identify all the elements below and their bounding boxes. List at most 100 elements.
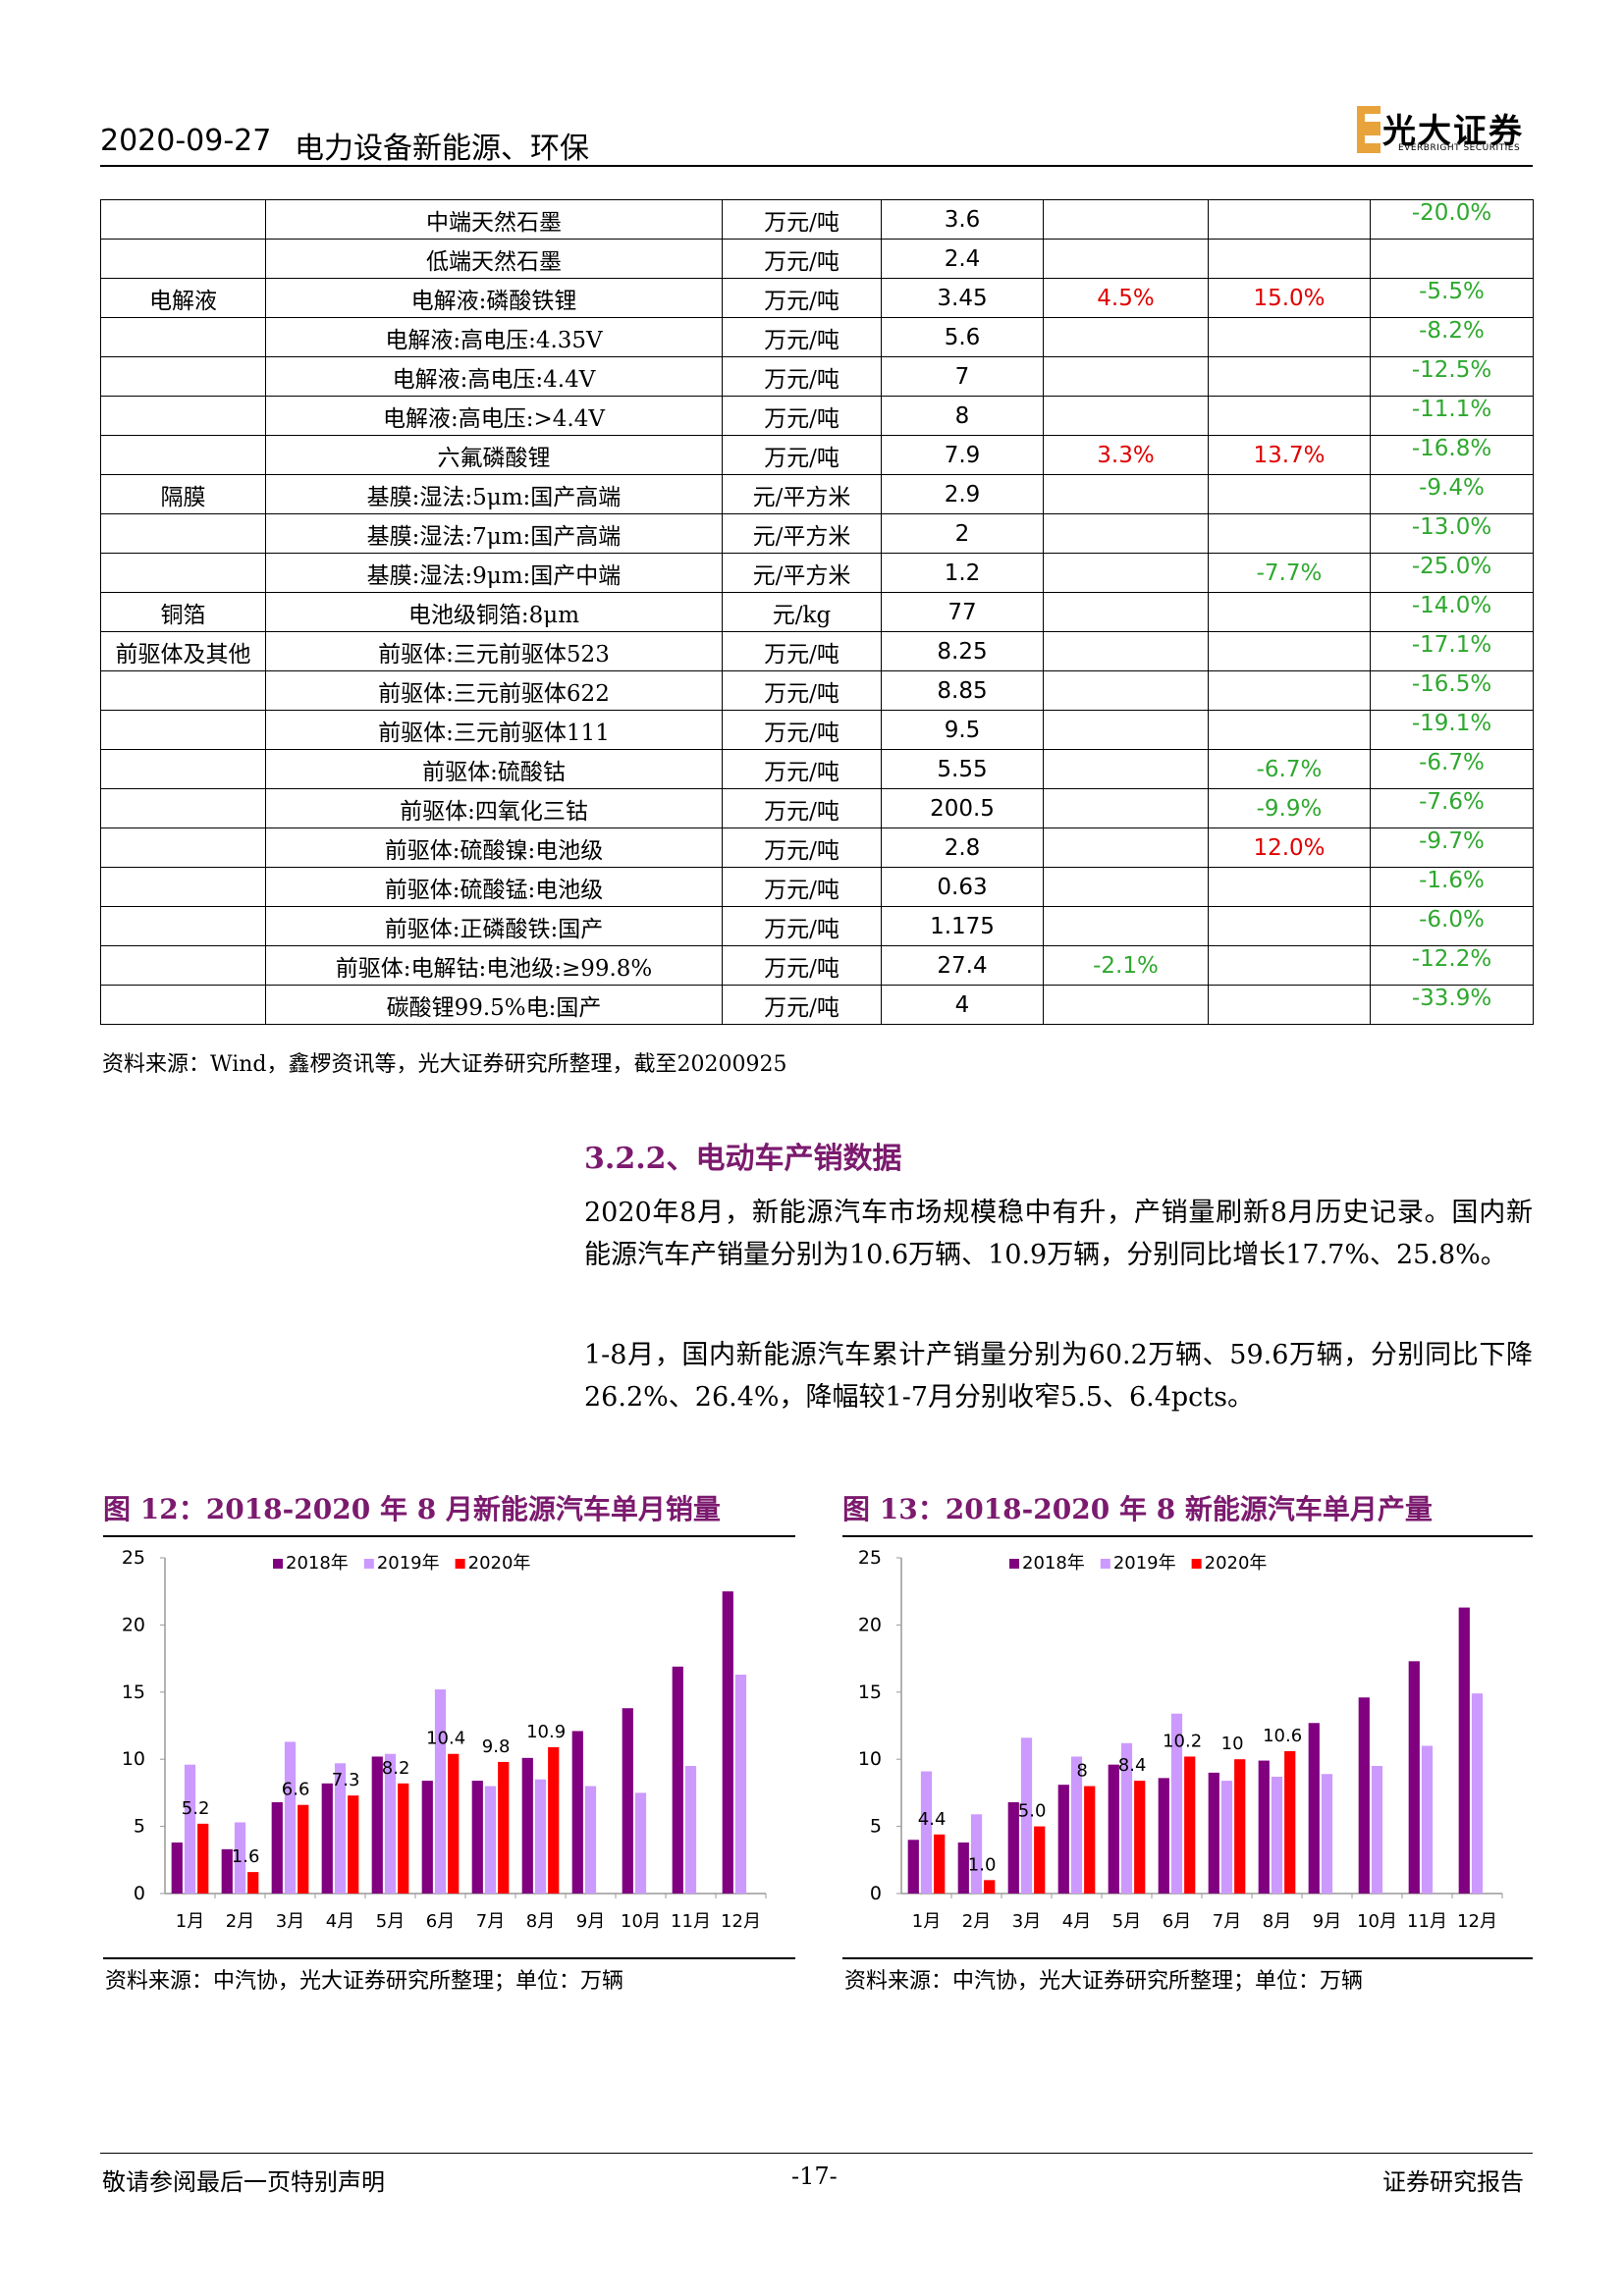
- table-cell: 前驱体:正磷酸铁:国产: [265, 906, 723, 946]
- y-tick-label: 25: [858, 1547, 882, 1569]
- bar: [957, 1842, 969, 1894]
- bar: [498, 1761, 510, 1894]
- legend-label: 2020年: [468, 1553, 531, 1574]
- legend-label: 2019年: [1113, 1553, 1176, 1574]
- table-row: 前驱体:三元前驱体622 万元/吨 8.85 -16.5%: [100, 670, 1534, 711]
- bar: [234, 1822, 246, 1894]
- x-tick-label: 1月: [912, 1911, 941, 1932]
- bar: [197, 1823, 209, 1894]
- footer-label: 证券研究报告: [1382, 2168, 1524, 2196]
- bar: [1471, 1693, 1484, 1894]
- paragraph: 1-8月，国内新能源汽车累计产销量分别为60.2万辆、59.6万辆，分别同比下降…: [584, 1340, 1533, 1413]
- table-row: 碳酸锂99.5%电:国产 万元/吨 4 -33.9%: [100, 985, 1534, 1025]
- table-cell: 电解液:磷酸铁锂: [265, 278, 723, 318]
- table-cell: [1208, 710, 1371, 750]
- bar: [1120, 1742, 1133, 1894]
- bar: [1158, 1778, 1169, 1894]
- table-cell: [1043, 239, 1209, 279]
- table-cell: 7: [881, 356, 1044, 397]
- x-tick-label: 4月: [1062, 1911, 1091, 1932]
- header-date: 2020-09-27: [100, 124, 272, 158]
- table-cell: -1.6%: [1370, 867, 1534, 907]
- table-source: 资料来源：Wind，鑫椤资讯等，光大证券研究所整理，截至20200925: [102, 1052, 787, 1077]
- legend-swatch: [455, 1559, 465, 1569]
- table-cell: [1043, 396, 1209, 436]
- bar: [1271, 1776, 1283, 1894]
- legend-swatch: [1191, 1559, 1202, 1569]
- table-cell: -6.7%: [1370, 749, 1534, 789]
- data-label: 8: [1076, 1761, 1087, 1782]
- bar: [448, 1753, 460, 1894]
- x-tick-label: 6月: [1163, 1911, 1191, 1932]
- data-label: 9.8: [482, 1736, 511, 1757]
- legend-label: 2018年: [1022, 1553, 1085, 1574]
- table-cell: -20.0%: [1370, 199, 1534, 240]
- x-tick-label: 11月: [671, 1911, 711, 1932]
- table-cell: 前驱体:三元前驱体523: [265, 631, 723, 671]
- data-label: 1.6: [232, 1846, 260, 1867]
- table-cell: 万元/吨: [722, 749, 882, 789]
- table-cell: [100, 396, 266, 436]
- table-cell: [1208, 474, 1371, 514]
- x-tick-label: 6月: [426, 1911, 455, 1932]
- y-tick-label: 20: [122, 1614, 145, 1635]
- y-tick-label: 0: [134, 1883, 145, 1904]
- table-cell: 3.3%: [1043, 435, 1209, 475]
- table-cell: -9.7%: [1370, 828, 1534, 868]
- x-tick-label: 3月: [276, 1911, 304, 1932]
- bar: [920, 1771, 933, 1894]
- table-cell: 前驱体:三元前驱体622: [265, 670, 723, 711]
- table-cell: [1043, 670, 1209, 711]
- bar: [221, 1848, 233, 1894]
- header-title: 电力设备新能源、环保: [295, 132, 589, 166]
- bar: [584, 1786, 597, 1894]
- bar: [421, 1781, 433, 1894]
- table-cell: -7.6%: [1370, 788, 1534, 828]
- table-cell: 1.2: [881, 553, 1044, 593]
- footer-rule: [100, 2153, 1533, 2154]
- table-cell: -14.0%: [1370, 592, 1534, 632]
- table-cell: 元/平方米: [722, 553, 882, 593]
- table-cell: [1043, 867, 1209, 907]
- table-cell: 碳酸锂99.5%电:国产: [265, 985, 723, 1025]
- bar: [371, 1756, 383, 1894]
- table-row: 中端天然石墨 万元/吨 3.6 -20.0%: [100, 199, 1534, 240]
- bar: [722, 1591, 733, 1894]
- table-cell: -12.2%: [1370, 945, 1534, 986]
- table-cell: 13.7%: [1208, 435, 1371, 475]
- x-tick-label: 5月: [376, 1911, 405, 1932]
- chart-title: 图 12：2018-2020 年 8 月新能源汽车单月销量: [103, 1493, 721, 1525]
- table-row: 六氟磷酸锂 万元/吨 7.9 3.3% 13.7% -16.8%: [100, 435, 1534, 475]
- table-cell: [1208, 906, 1371, 946]
- x-tick-label: 9月: [576, 1911, 605, 1932]
- bar: [334, 1763, 347, 1894]
- table-cell: 基膜:湿法:5μm:国产高端: [265, 474, 723, 514]
- section-title: 3.2.2、电动车产销数据: [584, 1142, 902, 1176]
- table-cell: [1043, 474, 1209, 514]
- table-row: 隔膜 基膜:湿法:5μm:国产高端 元/平方米 2.9 -9.4%: [100, 474, 1534, 514]
- x-tick-label: 7月: [476, 1911, 505, 1932]
- table-cell: [1208, 513, 1371, 554]
- bar: [1258, 1760, 1270, 1894]
- table-cell: 基膜:湿法:9μm:国产中端: [265, 553, 723, 593]
- table-cell: [1043, 631, 1209, 671]
- data-label: 7.3: [332, 1770, 360, 1790]
- bar: [672, 1666, 683, 1894]
- table-cell: 9.5: [881, 710, 1044, 750]
- chart: 0 5 10 15 20 25 1月 2月 3月 4月 5月 6月 7月 8月 9月 10月 11月 12月 4.4…: [858, 1547, 1503, 1932]
- table-cell: 3.6: [881, 199, 1044, 240]
- table-cell: 万元/吨: [722, 631, 882, 671]
- table-cell: 电解液:高电压:>4.4V: [265, 396, 723, 436]
- x-tick-label: 10月: [1357, 1911, 1397, 1932]
- table-cell: [100, 553, 266, 593]
- x-tick-label: 5月: [1112, 1911, 1141, 1932]
- table-cell: 万元/吨: [722, 945, 882, 986]
- table-cell: [1208, 317, 1371, 357]
- legend-swatch: [1009, 1559, 1019, 1569]
- table-row: 前驱体及其他 前驱体:三元前驱体523 万元/吨 8.25 -17.1%: [100, 631, 1534, 671]
- table-cell: [1208, 592, 1371, 632]
- table-cell: 8: [881, 396, 1044, 436]
- table-cell: 0.63: [881, 867, 1044, 907]
- data-label: 10.6: [1263, 1726, 1302, 1746]
